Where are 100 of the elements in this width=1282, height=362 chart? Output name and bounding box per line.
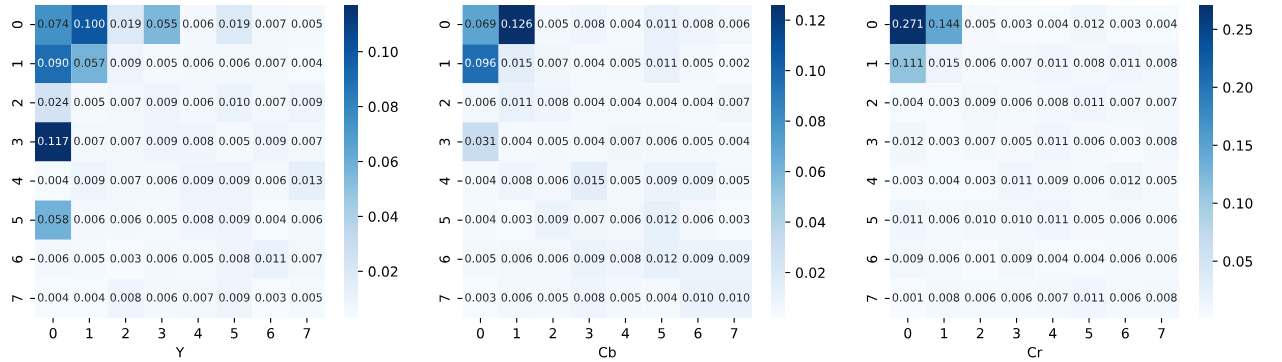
data-label: 0.012: [892, 136, 923, 146]
x-tick-label: 0: [904, 327, 912, 339]
y-tick-label: 4: [439, 177, 450, 185]
data-label: 0.057: [74, 58, 105, 67]
data-label: 0.006: [465, 97, 496, 107]
data-label: 0.144: [928, 19, 960, 28]
data-label: 0.008: [1146, 136, 1177, 146]
data-label: 0.006: [537, 175, 569, 185]
data-label: 0.003: [1110, 136, 1141, 146]
data-label: 0.004: [74, 293, 105, 302]
data-label: 0.005: [682, 136, 713, 146]
color-bar-label: 0.08: [368, 101, 398, 113]
data-label: 0.006: [1110, 254, 1141, 263]
data-label: 0.008: [1146, 293, 1177, 302]
data-label: 0.006: [928, 215, 960, 224]
data-label: 0.006: [182, 97, 214, 107]
color-bar-label: 0.06: [795, 166, 826, 178]
data-label: 0.008: [110, 293, 141, 302]
x-axis-title: Y: [175, 347, 185, 358]
color-bar-label: 0.02: [795, 267, 825, 279]
data-label: 0.019: [219, 19, 250, 28]
color-bar-label: 0.15: [1223, 140, 1253, 151]
data-label: 0.004: [574, 136, 605, 146]
data-label: 0.074: [37, 19, 69, 28]
x-tick-label: 5: [231, 328, 238, 339]
y-tick-label: 4: [12, 177, 23, 185]
data-label: 0.001: [892, 293, 923, 302]
data-label: 0.004: [646, 293, 677, 302]
data-label: 0.010: [719, 293, 750, 302]
x-tick-label: 4: [1049, 328, 1057, 339]
data-label: 0.010: [219, 97, 250, 107]
data-label: 0.006: [219, 58, 250, 67]
data-label: 0.024: [37, 97, 69, 107]
data-label: 0.006: [255, 175, 286, 185]
data-label: 0.005: [719, 175, 750, 185]
y-tick-label: 7: [12, 295, 23, 302]
data-label: 0.031: [465, 136, 496, 146]
data-label: 0.010: [965, 215, 996, 224]
data-label: 0.111: [892, 58, 923, 67]
data-label: 0.090: [37, 58, 69, 67]
data-label: 0.004: [682, 97, 714, 107]
data-label: 0.008: [182, 136, 214, 146]
data-label: 0.009: [219, 293, 250, 302]
y-tick-label: 3: [866, 138, 878, 146]
data-label: 0.005: [537, 19, 568, 28]
data-label: 0.008: [1146, 58, 1177, 67]
data-label: 0.015: [928, 58, 959, 67]
data-label: 0.004: [610, 19, 641, 28]
data-label: 0.009: [965, 97, 996, 107]
data-label: 0.008: [682, 19, 714, 28]
data-label: 0.007: [574, 215, 605, 224]
data-label: 0.006: [1110, 293, 1141, 302]
x-tick-label: 5: [1085, 328, 1093, 339]
data-label: 0.004: [37, 175, 69, 185]
data-label: 0.004: [465, 175, 496, 185]
color-bar-label: 0.10: [795, 65, 826, 77]
data-label: 0.012: [646, 215, 677, 224]
data-label: 0.012: [1073, 19, 1104, 28]
data-label: 0.006: [182, 19, 214, 28]
data-label: 0.012: [1110, 175, 1141, 185]
y-tick-label: 4: [866, 177, 878, 185]
data-label: 0.005: [74, 97, 105, 107]
data-label: 0.011: [646, 58, 677, 67]
data-label: 0.005: [537, 293, 568, 302]
color-bar-label: 0.06: [368, 156, 398, 167]
data-label: 0.005: [182, 254, 214, 263]
y-tick-label: 7: [439, 295, 450, 302]
data-label: 0.011: [1037, 215, 1068, 224]
x-tick-label: 6: [694, 327, 702, 339]
data-label: 0.007: [965, 136, 996, 146]
data-label: 0.006: [1001, 97, 1032, 107]
data-label: 0.009: [719, 254, 750, 263]
data-label: 0.008: [1037, 97, 1068, 107]
data-label: 0.015: [501, 58, 532, 67]
data-label: 0.008: [182, 215, 214, 224]
y-tick-label: 0: [12, 21, 23, 29]
data-label: 0.004: [291, 58, 323, 67]
data-label: 0.005: [1146, 175, 1177, 185]
data-label: 0.003: [465, 293, 496, 302]
x-tick-label: 0: [476, 327, 484, 339]
data-label: 0.005: [74, 254, 105, 263]
x-tick-label: 3: [1013, 327, 1020, 339]
y-tick-label: 5: [866, 216, 878, 224]
data-label: 0.007: [110, 97, 141, 107]
data-label: 0.009: [74, 175, 105, 185]
data-label: 0.011: [501, 97, 532, 107]
data-label: 0.009: [1001, 254, 1032, 263]
data-label: 0.007: [291, 254, 322, 263]
data-label: 0.006: [146, 254, 178, 263]
data-label: 0.011: [892, 215, 923, 224]
x-tick-label: 2: [976, 327, 984, 339]
x-tick-label: 1: [86, 328, 93, 339]
data-label: 0.011: [1037, 136, 1068, 146]
data-label: 0.003: [928, 97, 960, 107]
data-label: 0.007: [110, 136, 141, 146]
y-tick-label: 6: [439, 255, 450, 263]
data-label: 0.007: [1110, 97, 1141, 107]
data-label: 0.011: [1073, 293, 1104, 302]
data-label: 0.004: [892, 97, 924, 107]
data-label: 0.006: [646, 136, 677, 146]
